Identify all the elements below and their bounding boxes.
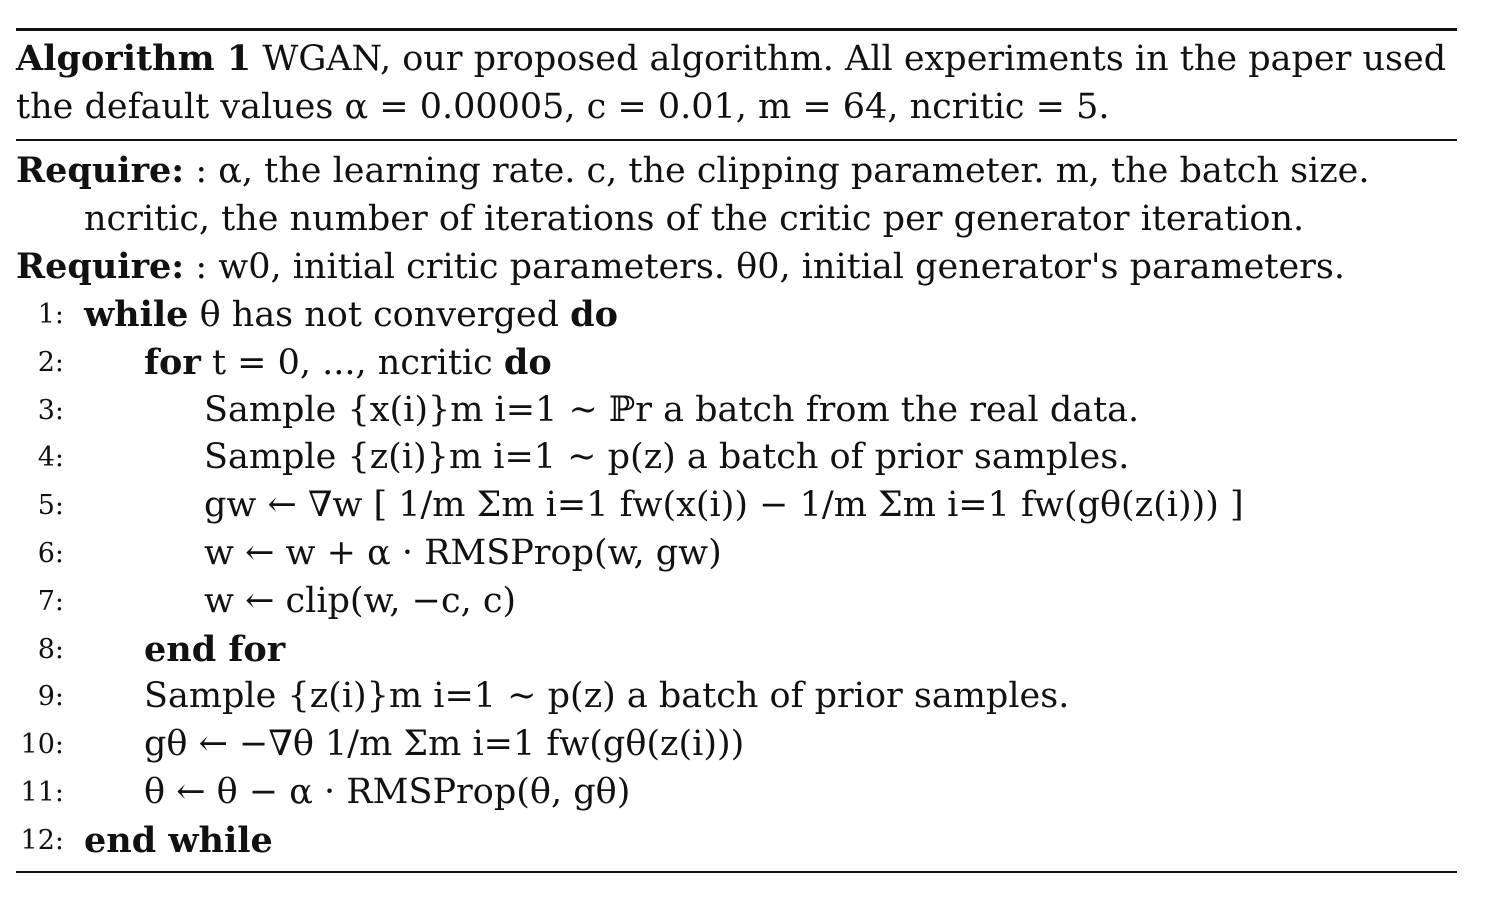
line-code: Sample {x(i)}m i=1 ∼ ℙr a batch from the…: [204, 387, 1139, 435]
line-code: gw ← ∇w [ 1/m Σm i=1 fw(x(i)) − 1/m Σm i…: [204, 482, 1244, 530]
algorithm-line: 4: Sample {z(i)}m i=1 ∼ p(z) a batch of …: [16, 434, 1457, 482]
line-code: w ← clip(w, −c, c): [204, 578, 516, 626]
caption-text-line1: WGAN, our proposed algorithm. All experi…: [262, 39, 1447, 79]
line-code: Sample {z(i)}m i=1 ∼ p(z) a batch of pri…: [204, 434, 1129, 482]
line-keyword-end: do: [570, 294, 618, 335]
line-number: 8:: [37, 633, 64, 665]
algorithm-line: 11: θ ← θ − α · RMSProp(θ, gθ): [16, 769, 1457, 817]
line-code: θ ← θ − α · RMSProp(θ, gθ): [144, 769, 630, 817]
line-code: for t = 0, ..., ncritic do: [144, 339, 552, 388]
line-text: w ← w + α · RMSProp(w, gw): [204, 532, 722, 573]
line-text: gθ ← −∇θ 1/m Σm i=1 fw(gθ(z(i))): [144, 724, 745, 765]
caption-label: Algorithm 1: [16, 38, 252, 79]
line-code: w ← w + α · RMSProp(w, gw): [204, 530, 722, 578]
caption-text-line2: the default values α = 0.00005, c = 0.01…: [16, 87, 1110, 127]
line-text: w ← clip(w, −c, c): [204, 580, 517, 621]
line-number: 12:: [20, 824, 64, 856]
require-text: : w0, initial critic parameters. θ0, ini…: [195, 247, 1345, 287]
caption-rule: [16, 139, 1457, 141]
bottom-rule: [16, 870, 1457, 873]
line-number: 5:: [37, 490, 64, 522]
algorithm-line: 1: while θ has not converged do: [16, 291, 1457, 339]
line-text: Sample {z(i)}m i=1 ∼ p(z) a batch of pri…: [144, 676, 1070, 717]
line-number: 6:: [37, 537, 64, 569]
require-keyword: Require:: [16, 246, 185, 287]
require-block-2: Require: : w0, initial critic parameters…: [16, 243, 1457, 291]
algorithm-line: 2: for t = 0, ..., ncritic do: [16, 339, 1457, 387]
line-number: 11:: [20, 776, 64, 808]
line-number: 10:: [20, 729, 64, 761]
algorithm-caption: Algorithm 1 WGAN, our proposed algorithm…: [16, 31, 1457, 139]
algorithm-line: 6: w ← w + α · RMSProp(w, gw): [16, 530, 1457, 578]
require-block-1: Require: : α, the learning rate. c, the …: [16, 147, 1457, 243]
line-keyword-end: do: [503, 341, 552, 383]
line-code: Sample {z(i)}m i=1 ∼ p(z) a batch of pri…: [144, 673, 1069, 721]
algorithm-line: 7: w ← clip(w, −c, c): [16, 578, 1457, 626]
line-number: 2:: [37, 346, 64, 378]
algorithm-line: 10: gθ ← −∇θ 1/m Σm i=1 fw(gθ(z(i))): [16, 721, 1457, 769]
require-text: : α, the learning rate. c, the clipping …: [195, 151, 1370, 191]
line-code: end while: [84, 817, 273, 866]
line-keyword: while: [84, 294, 189, 335]
line-keyword: end while: [84, 819, 273, 861]
line-text: t = 0, ..., ncritic: [211, 342, 493, 383]
line-number: 3:: [37, 394, 64, 426]
line-text: gw ← ∇w [ 1/m Σm i=1 fw(x(i)) − 1/m Σm i…: [204, 485, 1244, 526]
algorithm-line: 12: end while: [16, 817, 1457, 865]
algorithm-lines: 1: while θ has not converged do 2: for t…: [16, 291, 1457, 865]
line-number: 1:: [37, 299, 64, 330]
algorithm-line: 3: Sample {x(i)}m i=1 ∼ ℙr a batch from …: [16, 387, 1457, 435]
line-code: while θ has not converged do: [84, 291, 618, 340]
line-code: end for: [144, 626, 285, 675]
require-keyword: Require:: [16, 150, 185, 191]
line-text: Sample {x(i)}m i=1 ∼ ℙr a batch from the…: [204, 389, 1140, 430]
line-keyword: for: [144, 341, 201, 383]
line-number: 9:: [37, 681, 64, 713]
algorithm-line: 8: end for: [16, 626, 1457, 674]
algorithm-line: 9: Sample {z(i)}m i=1 ∼ p(z) a batch of …: [16, 673, 1457, 721]
line-text: Sample {z(i)}m i=1 ∼ p(z) a batch of pri…: [204, 437, 1130, 478]
line-text: θ ← θ − α · RMSProp(θ, gθ): [144, 771, 631, 812]
line-keyword: end for: [144, 628, 286, 670]
top-rule: [16, 28, 1457, 31]
algorithm-box: Algorithm 1 WGAN, our proposed algorithm…: [16, 28, 1457, 873]
line-text: θ has not converged: [199, 295, 560, 335]
line-code: gθ ← −∇θ 1/m Σm i=1 fw(gθ(z(i))): [144, 721, 744, 769]
require-continuation: ncritic, the number of iterations of the…: [84, 199, 1305, 239]
line-number: 7:: [37, 585, 64, 617]
line-number: 4:: [37, 442, 64, 474]
algorithm-line: 5: gw ← ∇w [ 1/m Σm i=1 fw(x(i)) − 1/m Σ…: [16, 482, 1457, 530]
